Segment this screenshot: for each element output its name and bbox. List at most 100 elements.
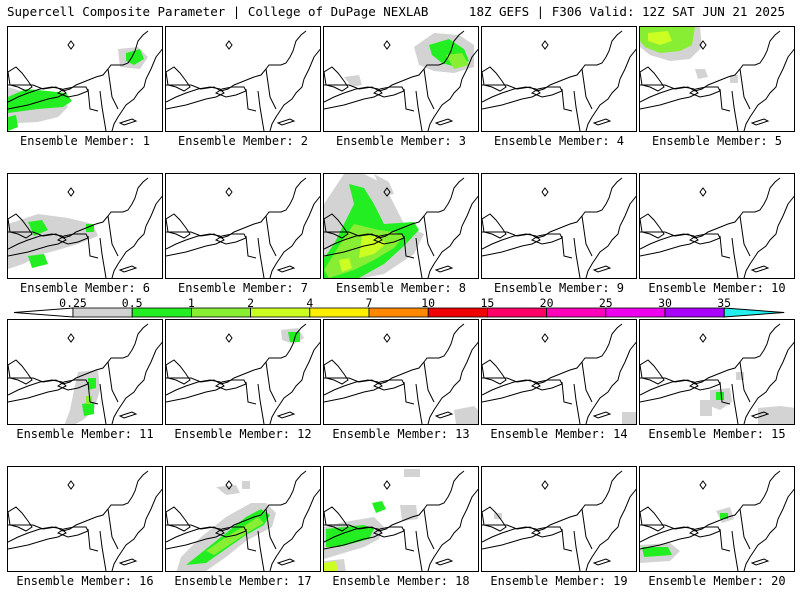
coast-outline [269, 195, 320, 278]
lake-huron-outline [324, 359, 349, 385]
scp-shading [695, 69, 708, 79]
border-outline [8, 177, 149, 239]
member-map [482, 323, 636, 424]
colorbar-segment [605, 307, 666, 318]
member-map [482, 470, 636, 571]
lake-erie-outline [640, 233, 699, 257]
member-map [8, 323, 162, 424]
colorbar-level-label: 35 [717, 296, 732, 310]
member-label: Ensemble Member: 18 [332, 574, 470, 588]
scp-shading [82, 402, 94, 416]
run-info: 18Z GEFS | F306 Valid: 12Z SAT JUN 21 20… [468, 4, 785, 19]
ensemble-member-panel [7, 26, 163, 132]
lake-erie-outline [324, 379, 383, 403]
state-line-outline [719, 528, 731, 552]
border-outline [640, 470, 781, 532]
long-island-outline [434, 558, 454, 566]
border-outline [482, 30, 623, 92]
long-island-outline [750, 118, 770, 126]
ensemble-member-panel [481, 173, 637, 279]
member-map [640, 27, 794, 131]
lake-huron-outline [640, 66, 665, 92]
member-label: Ensemble Member: 6 [19, 281, 151, 295]
coast-outline [743, 488, 794, 571]
lake-ontario-outline [214, 526, 247, 538]
member-map [324, 469, 478, 571]
lake-erie-outline [166, 379, 225, 403]
lake-erie-outline [482, 379, 541, 403]
hudson-river-outline [731, 237, 739, 278]
hudson-river-outline [415, 90, 423, 131]
border-outline [8, 323, 149, 385]
scp-shading [8, 115, 18, 131]
state-line-outline [245, 88, 257, 112]
scp-shading [242, 481, 250, 489]
member-label: Ensemble Member: 12 [174, 427, 312, 441]
hudson-river-outline [99, 530, 107, 571]
lake-ontario-outline [214, 233, 247, 245]
border-outline [482, 470, 623, 532]
hudson-river-outline [415, 383, 423, 424]
lake-erie-outline [324, 526, 383, 550]
state-line-outline [423, 508, 435, 550]
border-outline [482, 323, 623, 385]
hudson-river-outline [257, 530, 265, 571]
scp-shading [404, 469, 420, 477]
colorbar-level-label: 25 [598, 296, 613, 310]
long-island-outline [118, 265, 138, 273]
coast-outline [111, 488, 162, 571]
scp-shading [454, 406, 478, 424]
ensemble-member-panel [165, 26, 321, 132]
member-map [166, 30, 320, 131]
colorbar-level-label: 20 [539, 296, 554, 310]
diamond-marker-icon [383, 187, 391, 197]
state-line-outline [107, 361, 119, 403]
member-map [482, 30, 636, 131]
lake-erie-outline [8, 379, 67, 403]
diamond-marker-icon [225, 480, 233, 490]
lake-erie-outline [166, 233, 225, 257]
state-line-outline [403, 88, 415, 112]
hudson-river-outline [415, 237, 423, 278]
state-line-outline [245, 381, 257, 405]
scp-shading [8, 214, 98, 269]
state-line-outline [561, 235, 573, 259]
lake-ontario-outline [530, 526, 563, 538]
diamond-marker-icon [225, 187, 233, 197]
member-map [166, 323, 320, 424]
long-island-outline [750, 411, 770, 419]
colorbar-level-label: 10 [421, 296, 436, 310]
border-outline [640, 177, 781, 239]
long-island-outline [276, 118, 296, 126]
colorbar-right-arrow [723, 307, 785, 318]
coast-outline [111, 341, 162, 424]
colorbar-level-label: 4 [306, 296, 314, 310]
coast-outline [743, 341, 794, 424]
member-label: Ensemble Member: 3 [335, 134, 467, 148]
colorbar-level-label: 30 [658, 296, 672, 310]
lake-erie-outline [324, 86, 383, 110]
colorbar-segment [546, 307, 607, 318]
coast-outline [743, 48, 794, 131]
coast-outline [111, 48, 162, 131]
long-island-outline [750, 558, 770, 566]
state-line-outline [739, 68, 751, 110]
long-island-outline [118, 118, 138, 126]
state-line-outline [581, 68, 593, 110]
state-line-outline [265, 68, 277, 110]
ensemble-member-panel [639, 26, 795, 132]
long-island-outline [750, 265, 770, 273]
lake-ontario-outline [530, 379, 563, 391]
state-line-outline [107, 215, 119, 257]
ensemble-member-panel [481, 466, 637, 572]
colorbar-segment [427, 307, 488, 318]
hudson-river-outline [731, 90, 739, 131]
member-map [8, 177, 162, 278]
lake-ontario-outline [372, 379, 405, 391]
coast-outline [427, 488, 478, 571]
long-island-outline [118, 411, 138, 419]
state-line-outline [107, 68, 119, 110]
lake-erie-outline [482, 526, 541, 550]
lake-ontario-outline [530, 86, 563, 98]
state-line-outline [245, 528, 257, 552]
